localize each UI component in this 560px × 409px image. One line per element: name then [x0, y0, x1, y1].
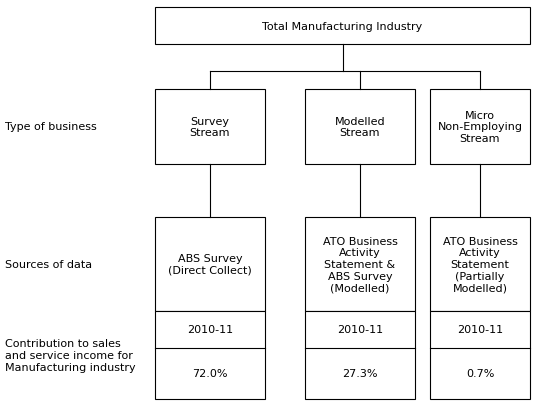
- Text: ABS Survey
(Direct Collect): ABS Survey (Direct Collect): [168, 254, 252, 275]
- Bar: [430, 311, 530, 399]
- Text: 2010-11: 2010-11: [187, 325, 233, 335]
- Bar: [430, 218, 530, 311]
- Text: 0.7%: 0.7%: [466, 369, 494, 379]
- Text: Total Manufacturing Industry: Total Manufacturing Industry: [263, 21, 423, 31]
- Bar: [305, 218, 415, 311]
- Bar: [155, 311, 265, 399]
- Text: Modelled
Stream: Modelled Stream: [335, 117, 385, 138]
- Bar: [155, 90, 265, 164]
- Text: Type of business: Type of business: [5, 122, 97, 132]
- Text: Contribution to sales
and service income for
Manufacturing industry: Contribution to sales and service income…: [5, 339, 136, 372]
- Text: Micro
Non-Employing
Stream: Micro Non-Employing Stream: [437, 110, 522, 144]
- Bar: [305, 311, 415, 399]
- Text: Sources of data: Sources of data: [5, 259, 92, 270]
- Text: 2010-11: 2010-11: [337, 325, 383, 335]
- Bar: [305, 90, 415, 164]
- Text: 2010-11: 2010-11: [457, 325, 503, 335]
- Bar: [430, 90, 530, 164]
- Text: 72.0%: 72.0%: [192, 369, 228, 379]
- Bar: [155, 8, 530, 45]
- Bar: [155, 218, 265, 311]
- Text: ATO Business
Activity
Statement
(Partially
Modelled): ATO Business Activity Statement (Partial…: [442, 236, 517, 292]
- Text: Survey
Stream: Survey Stream: [190, 117, 230, 138]
- Text: 27.3%: 27.3%: [342, 369, 378, 379]
- Text: ATO Business
Activity
Statement &
ABS Survey
(Modelled): ATO Business Activity Statement & ABS Su…: [323, 236, 398, 292]
